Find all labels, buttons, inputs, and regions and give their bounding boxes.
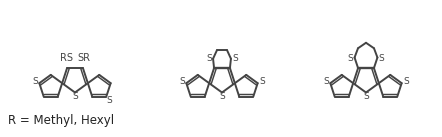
Text: S: S (403, 77, 409, 86)
Text: SR: SR (77, 53, 91, 63)
Text: S: S (106, 96, 112, 105)
Text: S: S (323, 77, 329, 86)
Text: S: S (32, 77, 38, 86)
Text: S: S (259, 77, 265, 86)
Text: S: S (219, 92, 225, 102)
Text: S: S (363, 92, 369, 102)
Text: S: S (179, 77, 185, 86)
Text: S: S (232, 54, 238, 63)
Text: S: S (348, 54, 354, 63)
Text: RS: RS (60, 53, 72, 63)
Text: S: S (378, 54, 384, 63)
Text: S: S (206, 54, 212, 63)
Text: R = Methyl, Hexyl: R = Methyl, Hexyl (8, 114, 114, 127)
Text: S: S (72, 92, 78, 102)
